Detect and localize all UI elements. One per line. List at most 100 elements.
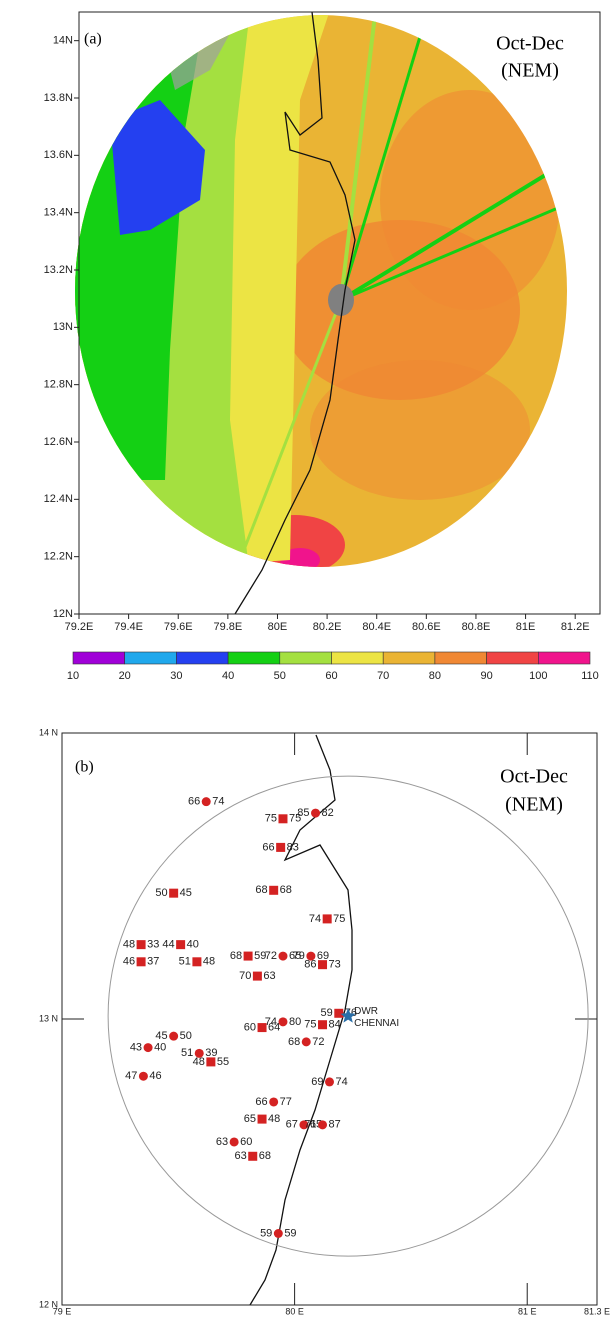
station-value: 48 <box>123 939 135 951</box>
station-value: 75 <box>333 913 345 925</box>
station-value: 74 <box>265 1016 277 1028</box>
station-square <box>243 951 253 961</box>
station-circle <box>229 1137 239 1147</box>
station-value: 51 <box>181 1047 193 1059</box>
station-value: 68 <box>230 950 242 962</box>
station-value: 66 <box>262 841 274 853</box>
station-circle <box>278 1017 288 1027</box>
station-value: 68 <box>259 1150 271 1162</box>
station-value: 65 <box>289 950 301 962</box>
station-circle <box>325 1077 334 1087</box>
station-value: 69 <box>317 950 329 962</box>
station-square <box>334 1008 344 1018</box>
station-circle <box>169 1031 179 1041</box>
station-square <box>257 1114 267 1124</box>
station-value: 59 <box>254 950 266 962</box>
station-value: 60 <box>240 1136 252 1148</box>
station-circle <box>273 1229 283 1238</box>
station-square <box>169 888 179 898</box>
station-value: 67 <box>286 1119 298 1131</box>
station-value: 59 <box>260 1227 272 1239</box>
colorbar-label: 60 <box>325 670 337 682</box>
station-value: 69 <box>311 1076 323 1088</box>
station-value: 85 <box>297 807 309 819</box>
y-tick-label: 14 N <box>39 727 58 737</box>
colorbar-label: 20 <box>119 670 131 682</box>
colorbar-segment <box>72 651 126 665</box>
station-value: 63 <box>216 1136 228 1148</box>
colorbar-label: 10 <box>67 670 79 682</box>
station-value: 46 <box>149 1070 161 1082</box>
radar-gap <box>328 284 354 316</box>
y-tick-label: 14N <box>53 35 73 47</box>
station-value: 43 <box>130 1042 142 1054</box>
station-value: 84 <box>329 1019 341 1031</box>
colorbar-segment <box>279 651 332 665</box>
station-value: 68 <box>280 884 292 896</box>
colorbar-label: 80 <box>429 670 441 682</box>
colorbar-label: 100 <box>529 670 547 682</box>
station-value: 79 <box>293 950 305 962</box>
station-value: 63 <box>234 1150 246 1162</box>
station-value: 72 <box>312 1036 324 1048</box>
station-value: 75 <box>265 813 277 825</box>
station-value: 82 <box>322 807 334 819</box>
station-square <box>318 960 328 970</box>
station-value: 46 <box>123 956 135 968</box>
radar-city: CHENNAI <box>354 1018 399 1029</box>
panel-subtitle: (NEM) <box>501 60 559 82</box>
coastline <box>249 734 353 1306</box>
station-circle <box>278 951 288 961</box>
x-tick-label: 80.4E <box>362 621 391 633</box>
station-square <box>136 940 146 950</box>
station-value: 47 <box>125 1070 137 1082</box>
station-square <box>318 1020 328 1030</box>
station-value: 37 <box>147 956 159 968</box>
station-circle <box>143 1043 153 1053</box>
station-value: 77 <box>280 1096 292 1108</box>
radar-range <box>107 775 589 1257</box>
y-tick-label: 12.8N <box>44 379 73 391</box>
station-value: 45 <box>155 1030 167 1042</box>
station-value: 86 <box>304 959 316 971</box>
station-value: 40 <box>187 939 199 951</box>
panel-a-frame <box>78 11 601 615</box>
colorbar-segment <box>434 651 487 665</box>
station-value: 83 <box>287 841 299 853</box>
x-tick-label: 80.6E <box>412 621 441 633</box>
colorbar-label: 40 <box>222 670 234 682</box>
station-value: 72 <box>265 950 277 962</box>
station-value: 68 <box>288 1036 300 1048</box>
coastline <box>234 11 356 615</box>
station-circle <box>299 1120 309 1130</box>
station-value: 40 <box>154 1042 166 1054</box>
colorbar-label: 90 <box>480 670 492 682</box>
station-value: 70 <box>239 970 251 982</box>
y-tick-label: 13.6N <box>44 149 73 161</box>
x-tick-label: 81.3 E <box>584 1306 610 1316</box>
station-circle <box>306 951 316 961</box>
panel-subtitle: (NEM) <box>505 794 563 816</box>
x-tick-label: 79.8E <box>213 621 242 633</box>
y-tick-label: 13 N <box>39 1013 58 1023</box>
colorbar-label: 70 <box>377 670 389 682</box>
colorbar-segment <box>537 651 591 665</box>
station-value: 45 <box>180 887 192 899</box>
x-tick-label: 80 E <box>285 1306 304 1316</box>
y-tick-label: 13.4N <box>44 207 73 219</box>
station-square <box>176 940 186 950</box>
station-square <box>248 1151 258 1161</box>
station-value: 64 <box>268 1021 280 1033</box>
station-value: 75 <box>304 1019 316 1031</box>
colorbar-segment <box>382 651 436 665</box>
x-tick-label: 79.4E <box>114 621 143 633</box>
panel-title: Oct-Dec <box>496 33 564 55</box>
y-tick-label: 13.2N <box>44 264 73 276</box>
x-tick-label: 79.2E <box>65 621 94 633</box>
station-square <box>278 814 288 824</box>
station-circle <box>201 797 211 807</box>
station-square <box>206 1057 216 1067</box>
station-value: 68 <box>255 884 267 896</box>
station-value: 65 <box>244 1113 256 1125</box>
station-circle <box>311 808 321 818</box>
